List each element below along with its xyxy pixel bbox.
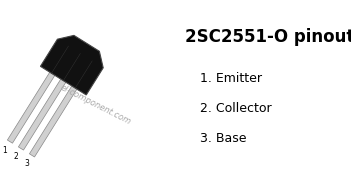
Text: 3. Base: 3. Base — [200, 132, 246, 145]
Text: 2. Collector: 2. Collector — [200, 102, 272, 115]
Text: 2: 2 — [13, 152, 18, 162]
Polygon shape — [7, 72, 55, 143]
Text: 1: 1 — [2, 146, 7, 155]
Polygon shape — [40, 35, 103, 95]
Polygon shape — [29, 86, 77, 157]
Polygon shape — [18, 79, 66, 150]
Text: el-component.com: el-component.com — [59, 83, 133, 126]
Text: 3: 3 — [24, 159, 29, 168]
Text: 2SC2551-O pinout: 2SC2551-O pinout — [185, 28, 351, 46]
Text: 1. Emitter: 1. Emitter — [200, 72, 262, 85]
